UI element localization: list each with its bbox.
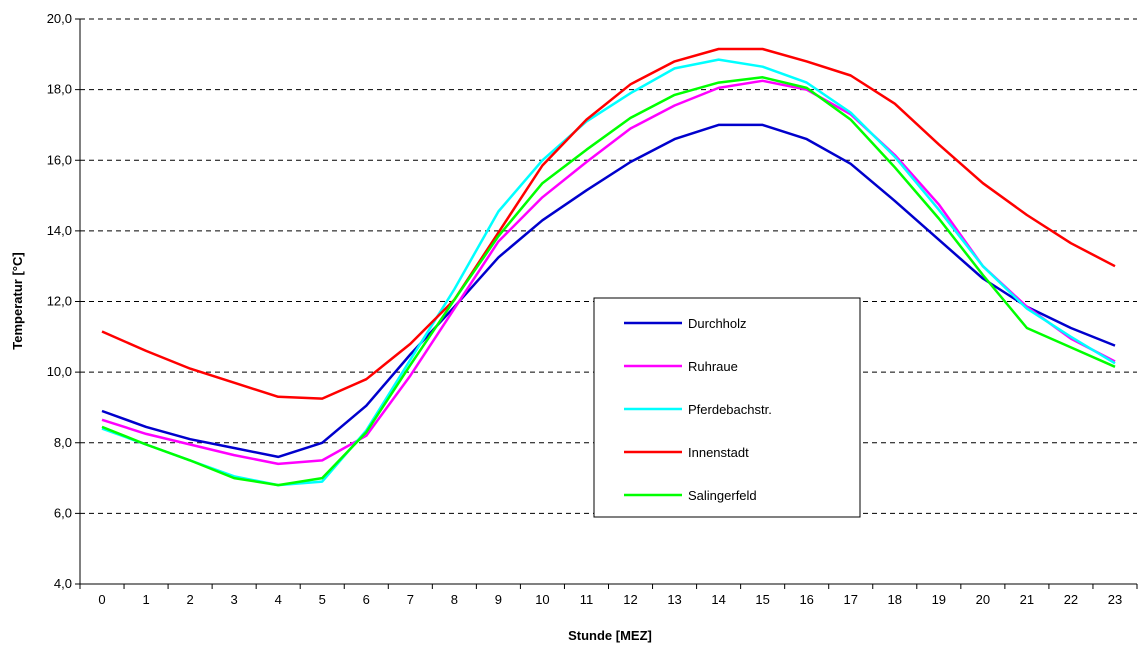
x-tick-label: 12 [623,592,637,607]
y-tick-label: 16,0 [47,152,72,167]
x-tick-label: 14 [711,592,725,607]
x-tick-label: 6 [363,592,370,607]
series-line-0 [101,123,1116,459]
x-tick-label: 10 [535,592,549,607]
y-tick-label: 18,0 [47,82,72,97]
x-tick-label: 15 [755,592,769,607]
x-tick-label: 20 [976,592,990,607]
y-tick-label: 6,0 [54,505,72,520]
legend: Durchholz Ruhraue Pferdebachstr. Innenstadt… [593,297,861,518]
x-tick-label: 4 [275,592,282,607]
x-tick-label: 22 [1064,592,1078,607]
series-line-1 [101,79,1116,466]
y-tick-label: 12,0 [47,294,72,309]
x-tick-label: 5 [319,592,326,607]
x-axis-label: Stunde [MEZ] [568,628,652,643]
x-tick-label: 19 [932,592,946,607]
x-tick-label: 23 [1108,592,1122,607]
y-axis-label: Temperatur [°C] [10,252,25,349]
x-tick-label: 18 [888,592,902,607]
series-line-4 [101,76,1116,487]
legend-label-4: Salingerfeld [688,488,757,503]
x-tick-label: 3 [231,592,238,607]
x-tick-label: 7 [407,592,414,607]
legend-label-3: Innenstadt [688,445,749,460]
x-tick-label: 16 [799,592,813,607]
legend-box [593,297,861,518]
x-tick-label: 9 [495,592,502,607]
x-tick-label: 0 [98,592,105,607]
legend-label-0: Durchholz [688,316,747,331]
legend-label-1: Ruhraue [688,359,738,374]
x-tick-labels: 0 1 2 3 4 5 6 7 8 9 10 11 12 13 14 15 16 17 18 19 20 21 22 23 [98,592,1122,607]
x-tick-label: 1 [142,592,149,607]
y-tick-label: 20,0 [47,11,72,26]
axes [75,18,1138,589]
y-tick-label: 8,0 [54,435,72,450]
x-tick-label: 13 [667,592,681,607]
y-tick-labels: 4,0 6,0 8,0 10,0 12,0 14,0 16,0 18,0 20,0 [47,11,72,591]
x-tick-label: 17 [843,592,857,607]
y-tick-label: 4,0 [54,576,72,591]
y-tick-label: 14,0 [47,223,72,238]
legend-label-2: Pferdebachstr. [688,402,772,417]
x-tick-label: 8 [451,592,458,607]
y-tick-label: 10,0 [47,364,72,379]
x-tick-label: 11 [580,592,594,607]
series-line-3 [101,47,1116,400]
x-tick-label: 21 [1020,592,1034,607]
x-tick-label: 2 [186,592,193,607]
series-lines [101,47,1116,487]
